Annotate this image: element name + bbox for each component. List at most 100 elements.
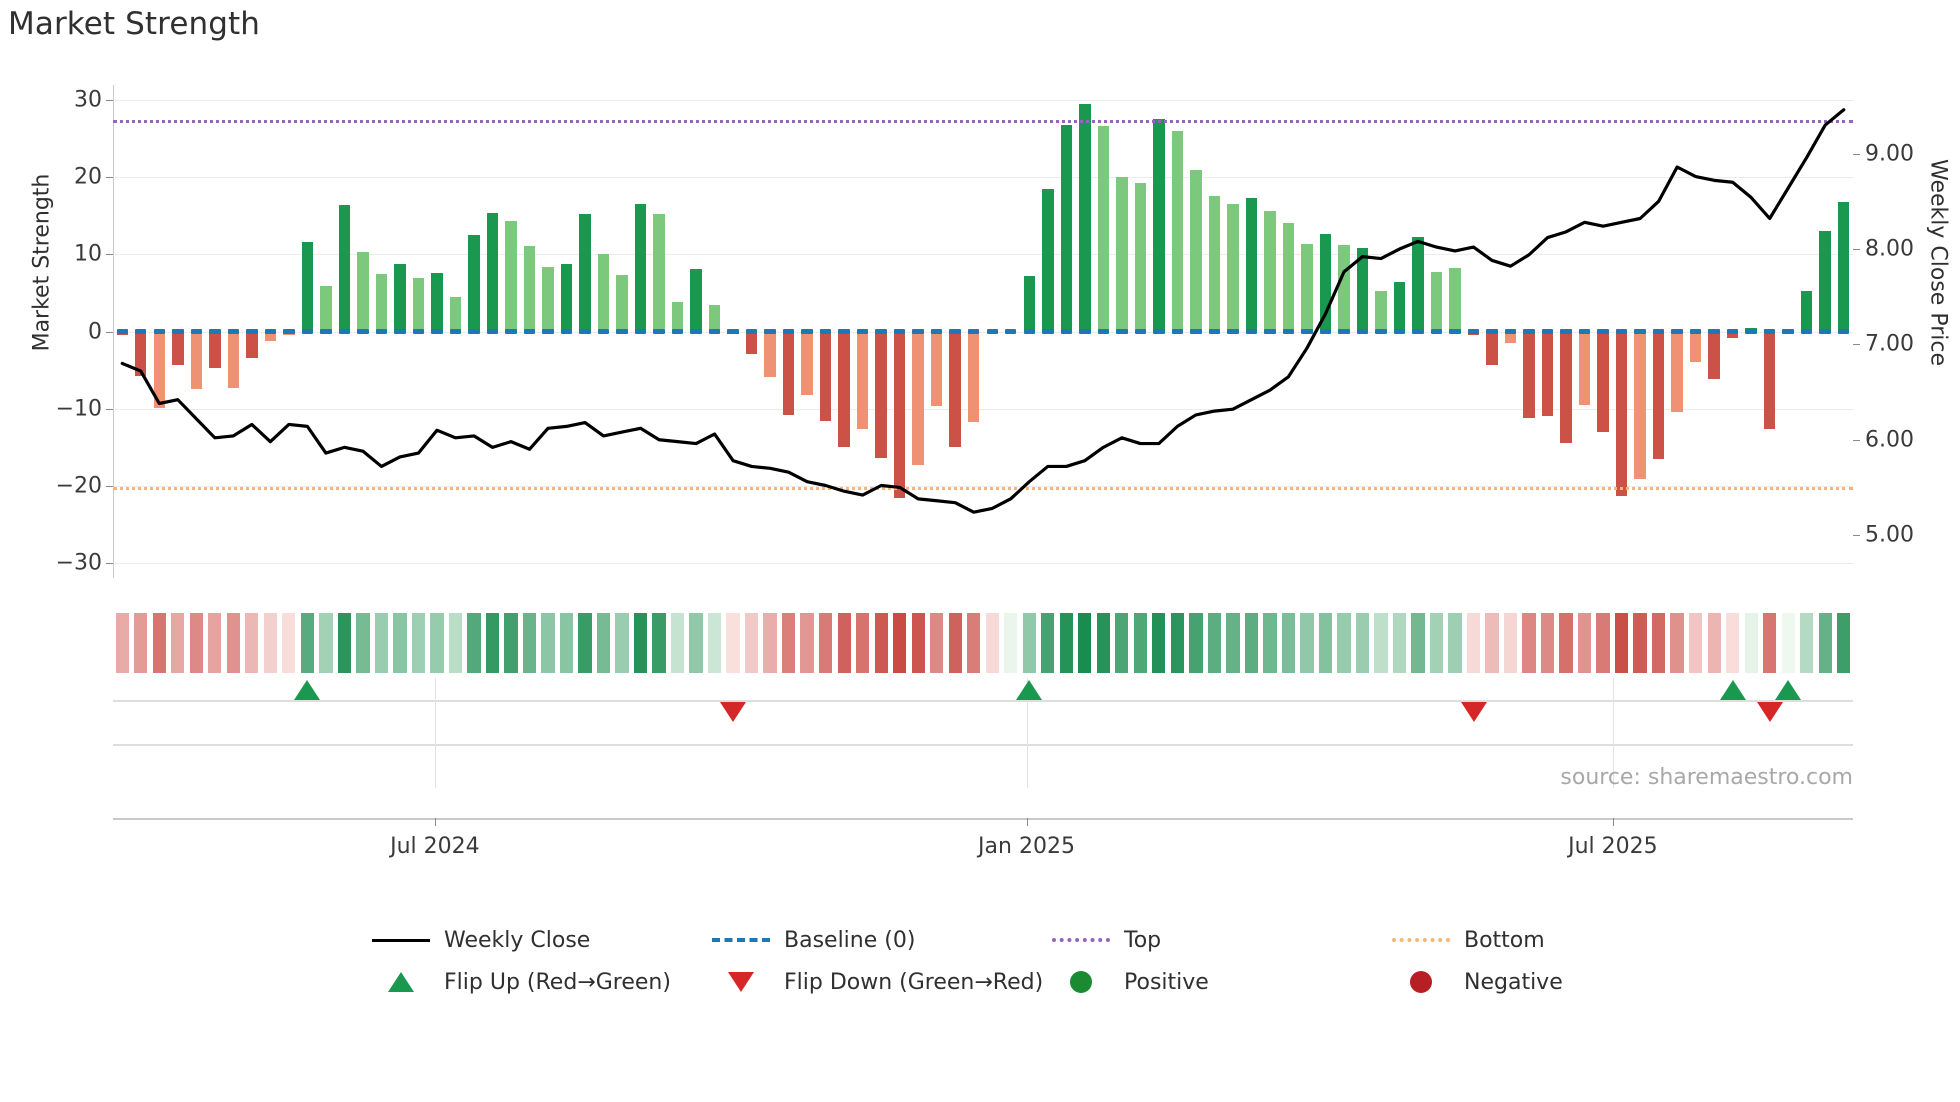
bar [1430, 272, 1443, 332]
y-axis-left-tick-label: −20 [55, 473, 102, 499]
heatmap-cell [430, 613, 444, 673]
triangle-up-icon [388, 972, 414, 992]
heatmap-cell [226, 613, 240, 673]
heatmap-cell [578, 613, 592, 673]
flip-down-marker[interactable] [1756, 702, 1783, 722]
flip-down-marker[interactable] [1460, 702, 1487, 722]
baseline-tick [597, 329, 610, 334]
baseline-tick [1356, 329, 1369, 334]
heatmap-cell [1466, 613, 1481, 673]
bar [1412, 236, 1424, 332]
bar [1023, 276, 1035, 332]
bar [708, 305, 721, 332]
legend-item[interactable]: Bottom [1390, 928, 1730, 953]
y-axis-left-tick-label: −10 [55, 396, 102, 422]
heatmap-cell [1096, 613, 1110, 673]
bar [1708, 331, 1720, 380]
heatmap-cell [1059, 613, 1073, 673]
bar [1671, 331, 1683, 412]
bar [819, 331, 832, 421]
baseline-tick [116, 329, 128, 334]
bar [542, 266, 554, 332]
bar [227, 331, 240, 388]
legend-item[interactable]: Baseline (0) [710, 928, 1050, 953]
baseline-tick [856, 329, 869, 334]
legend-label: Baseline (0) [784, 927, 916, 953]
baseline-tick [930, 329, 943, 334]
bar [1042, 188, 1054, 332]
y-tick-mark-right [1853, 439, 1860, 441]
bar [153, 331, 165, 408]
legend-item[interactable]: Negative [1390, 970, 1730, 995]
baseline-tick [1319, 329, 1332, 334]
bar [1227, 203, 1239, 332]
legend-item[interactable]: Flip Down (Green→Red) [710, 970, 1050, 995]
heatmap-cell [800, 613, 814, 673]
legend-label: Positive [1124, 969, 1209, 995]
baseline-tick [1634, 329, 1646, 334]
flip-up-marker[interactable] [294, 680, 321, 700]
baseline-tick [1282, 329, 1295, 334]
baseline-tick [542, 329, 554, 334]
heatmap-cell [1115, 613, 1129, 673]
heatmap-cell [1207, 613, 1222, 673]
heatmap-cell [467, 613, 481, 673]
heatmap-cell [1577, 613, 1592, 673]
bar [1134, 182, 1147, 332]
legend-item[interactable]: Top [1050, 928, 1390, 953]
dashed-line-icon [712, 938, 770, 942]
baseline-tick [172, 329, 184, 334]
bar [449, 296, 462, 332]
baseline-tick [357, 329, 369, 334]
heatmap-cell [522, 613, 537, 673]
legend-item[interactable]: Flip Up (Red→Green) [370, 970, 710, 995]
baseline-tick [301, 329, 314, 334]
heatmap-cell [1004, 613, 1018, 673]
y-axis-left-tick-label: −30 [55, 550, 102, 576]
baseline-tick [1689, 329, 1702, 334]
heatmap-cell [1411, 613, 1425, 673]
bar [690, 269, 702, 332]
bar [1097, 125, 1110, 332]
heatmap-cell [1448, 613, 1462, 673]
baseline-tick [1153, 329, 1165, 334]
heatmap-cell [485, 613, 500, 673]
heatmap-cell [300, 613, 314, 673]
flip-up-marker[interactable] [1719, 680, 1746, 700]
baseline-tick [227, 329, 240, 334]
gridline [113, 562, 1853, 564]
baseline-tick [1560, 329, 1572, 334]
y-axis-right-tick-label: 8.00 [1865, 236, 1914, 262]
y-tick-mark-right [1853, 153, 1860, 155]
legend-item[interactable]: Weekly Close [370, 928, 710, 953]
baseline-tick [523, 329, 536, 334]
heatmap-cell [171, 613, 185, 673]
bar [1634, 331, 1646, 479]
legend-item[interactable]: Positive [1050, 970, 1390, 995]
x-gridline [1026, 678, 1028, 788]
baseline-tick [1449, 329, 1461, 334]
bar [1208, 195, 1221, 332]
bar [968, 331, 980, 422]
baseline-tick [616, 329, 628, 334]
heatmap-cell [282, 613, 296, 673]
bar [1449, 268, 1461, 332]
bar [1597, 331, 1609, 432]
flip-down-marker[interactable] [720, 702, 747, 722]
y-tick-mark-right [1853, 344, 1860, 346]
heatmap-cell [874, 613, 888, 673]
heatmap-cell [319, 613, 333, 673]
flip-up-marker[interactable] [1016, 680, 1043, 700]
bar [1356, 247, 1369, 332]
bar [1578, 331, 1591, 405]
baseline-tick [1578, 329, 1591, 334]
y-axis-right-tick-label: 5.00 [1865, 522, 1914, 548]
bar [1560, 331, 1572, 444]
baseline-tick [394, 329, 406, 334]
heatmap-cell [967, 613, 981, 673]
bar [616, 275, 628, 332]
legend-label: Flip Down (Green→Red) [784, 969, 1044, 995]
heatmap-cell [1318, 613, 1333, 673]
flip-row-rule [113, 744, 1853, 746]
flip-up-marker[interactable] [1775, 680, 1802, 700]
